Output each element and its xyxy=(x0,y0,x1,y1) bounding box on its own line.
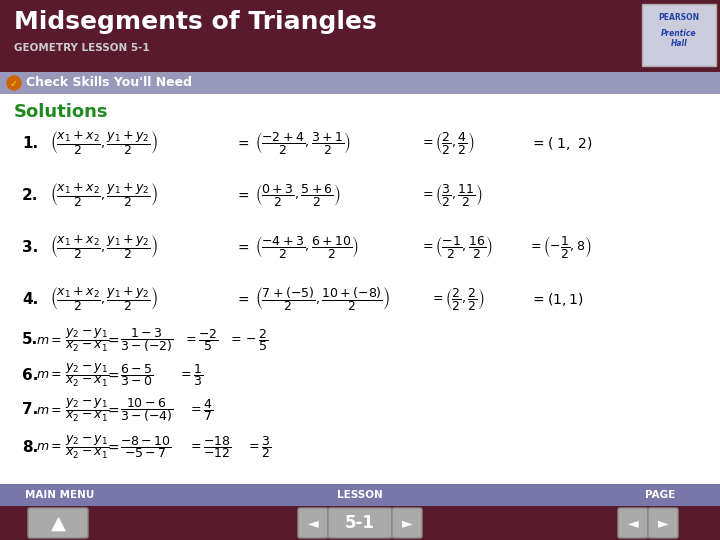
Text: 8.: 8. xyxy=(22,440,38,455)
Text: $\dfrac{y_2-y_1}{x_2-x_1}$: $\dfrac{y_2-y_1}{x_2-x_1}$ xyxy=(65,396,109,423)
Text: 5-1: 5-1 xyxy=(345,514,375,532)
Text: $=\left(\dfrac{3}{2},\dfrac{11}{2}\right)$: $=\left(\dfrac{3}{2},\dfrac{11}{2}\right… xyxy=(420,182,482,208)
Text: Solutions: Solutions xyxy=(14,103,109,121)
Text: $\dfrac{6-5}{3-0}$: $\dfrac{6-5}{3-0}$ xyxy=(120,362,153,388)
Text: $=\left(\dfrac{2}{2},\dfrac{2}{2}\right)$: $=\left(\dfrac{2}{2},\dfrac{2}{2}\right)… xyxy=(430,286,485,312)
Text: $=$: $=$ xyxy=(105,440,120,454)
Text: $\dfrac{-8-10}{-5-7}$: $\dfrac{-8-10}{-5-7}$ xyxy=(120,434,171,460)
Text: $=$: $=$ xyxy=(235,188,250,202)
Text: $\left(\dfrac{x_1+x_2}{2},\dfrac{y_1+y_2}{2}\right)$: $\left(\dfrac{x_1+x_2}{2},\dfrac{y_1+y_2… xyxy=(50,233,158,261)
Text: ◄: ◄ xyxy=(307,516,318,530)
Text: $=$: $=$ xyxy=(105,403,120,417)
FancyBboxPatch shape xyxy=(298,508,328,538)
Text: PAGE: PAGE xyxy=(645,490,675,500)
Text: ►: ► xyxy=(402,516,413,530)
Text: Hall: Hall xyxy=(670,39,688,49)
Text: $\dfrac{y_2-y_1}{x_2-x_1}$: $\dfrac{y_2-y_1}{x_2-x_1}$ xyxy=(65,361,109,388)
Text: $=-\dfrac{2}{5}$: $=-\dfrac{2}{5}$ xyxy=(228,327,269,353)
Text: $=$: $=$ xyxy=(235,292,250,306)
FancyBboxPatch shape xyxy=(0,484,720,506)
Text: MAIN MENU: MAIN MENU xyxy=(25,490,95,500)
Text: $\dfrac{10-6}{3-(-4)}$: $\dfrac{10-6}{3-(-4)}$ xyxy=(120,396,174,424)
FancyBboxPatch shape xyxy=(642,4,716,66)
Text: 7.: 7. xyxy=(22,402,38,417)
Text: $=\left(\dfrac{2}{2},\dfrac{4}{2}\right)$: $=\left(\dfrac{2}{2},\dfrac{4}{2}\right)… xyxy=(420,130,474,156)
FancyBboxPatch shape xyxy=(618,508,648,538)
Text: $m=$: $m=$ xyxy=(36,334,62,347)
Text: $=\left(\dfrac{-1}{2},\dfrac{16}{2}\right)$: $=\left(\dfrac{-1}{2},\dfrac{16}{2}\righ… xyxy=(420,234,493,260)
Text: 1.: 1. xyxy=(22,136,38,151)
Text: 6.: 6. xyxy=(22,368,38,382)
Text: $\left(\dfrac{-2+4}{2},\dfrac{3+1}{2}\right)$: $\left(\dfrac{-2+4}{2},\dfrac{3+1}{2}\ri… xyxy=(255,130,351,156)
Text: $=(1,1)$: $=(1,1)$ xyxy=(530,291,583,307)
Text: $\dfrac{y_2-y_1}{x_2-x_1}$: $\dfrac{y_2-y_1}{x_2-x_1}$ xyxy=(65,327,109,354)
FancyBboxPatch shape xyxy=(0,72,720,94)
Text: 5.: 5. xyxy=(22,333,38,348)
Text: Midsegments of Triangles: Midsegments of Triangles xyxy=(14,10,377,34)
Text: $=\dfrac{-2}{5}$: $=\dfrac{-2}{5}$ xyxy=(183,327,219,353)
FancyBboxPatch shape xyxy=(0,0,720,72)
FancyBboxPatch shape xyxy=(0,94,720,484)
Text: $=\left(-\dfrac{1}{2},8\right)$: $=\left(-\dfrac{1}{2},8\right)$ xyxy=(528,234,591,260)
Text: LESSON: LESSON xyxy=(337,490,383,500)
FancyBboxPatch shape xyxy=(392,508,422,538)
Text: PEARSON: PEARSON xyxy=(658,14,700,23)
Text: $=\dfrac{3}{2}$: $=\dfrac{3}{2}$ xyxy=(246,434,271,460)
Text: 4.: 4. xyxy=(22,292,38,307)
Text: $=$: $=$ xyxy=(105,368,120,382)
Text: 2.: 2. xyxy=(22,187,38,202)
Circle shape xyxy=(7,76,21,90)
Text: $=\dfrac{-18}{-12}$: $=\dfrac{-18}{-12}$ xyxy=(188,434,232,460)
Text: $\left(\dfrac{x_1+x_2}{2},\dfrac{y_1+y_2}{2}\right)$: $\left(\dfrac{x_1+x_2}{2},\dfrac{y_1+y_2… xyxy=(50,285,158,313)
Text: $\left(\dfrac{-4+3}{2},\dfrac{6+10}{2}\right)$: $\left(\dfrac{-4+3}{2},\dfrac{6+10}{2}\r… xyxy=(255,234,359,260)
Text: $\left(\dfrac{7+(-5)}{2},\dfrac{10+(-8)}{2}\right)$: $\left(\dfrac{7+(-5)}{2},\dfrac{10+(-8)}… xyxy=(255,285,390,313)
Text: $\dfrac{y_2-y_1}{x_2-x_1}$: $\dfrac{y_2-y_1}{x_2-x_1}$ xyxy=(65,434,109,461)
FancyBboxPatch shape xyxy=(328,508,392,538)
Text: GEOMETRY LESSON 5-1: GEOMETRY LESSON 5-1 xyxy=(14,43,150,53)
FancyBboxPatch shape xyxy=(28,508,88,538)
Text: $\left(\dfrac{x_1+x_2}{2},\dfrac{y_1+y_2}{2}\right)$: $\left(\dfrac{x_1+x_2}{2},\dfrac{y_1+y_2… xyxy=(50,129,158,157)
Text: $=$: $=$ xyxy=(235,136,250,150)
Text: ✓: ✓ xyxy=(10,78,18,89)
Text: Check Skills You'll Need: Check Skills You'll Need xyxy=(26,77,192,90)
Text: $=\dfrac{1}{3}$: $=\dfrac{1}{3}$ xyxy=(178,362,203,388)
Text: ►: ► xyxy=(657,516,668,530)
FancyBboxPatch shape xyxy=(0,506,720,540)
Text: $\left(\dfrac{x_1+x_2}{2},\dfrac{y_1+y_2}{2}\right)$: $\left(\dfrac{x_1+x_2}{2},\dfrac{y_1+y_2… xyxy=(50,181,158,209)
Text: $\dfrac{1-3}{3-(-2)}$: $\dfrac{1-3}{3-(-2)}$ xyxy=(120,326,174,354)
Text: $=$: $=$ xyxy=(235,240,250,254)
Text: $m=$: $m=$ xyxy=(36,368,62,381)
Text: 3.: 3. xyxy=(22,240,38,254)
Text: Prentice: Prentice xyxy=(661,29,697,37)
FancyBboxPatch shape xyxy=(648,508,678,538)
Text: $=\dfrac{4}{7}$: $=\dfrac{4}{7}$ xyxy=(188,397,213,423)
Text: $m=$: $m=$ xyxy=(36,403,62,416)
Text: $\left(\dfrac{0+3}{2},\dfrac{5+6}{2}\right)$: $\left(\dfrac{0+3}{2},\dfrac{5+6}{2}\rig… xyxy=(255,182,341,208)
Text: $=$: $=$ xyxy=(105,333,120,347)
Text: ◄: ◄ xyxy=(628,516,639,530)
Text: $=(\ 1,\ 2)$: $=(\ 1,\ 2)$ xyxy=(530,134,593,152)
Text: ▲: ▲ xyxy=(50,514,66,532)
Text: $m=$: $m=$ xyxy=(36,441,62,454)
